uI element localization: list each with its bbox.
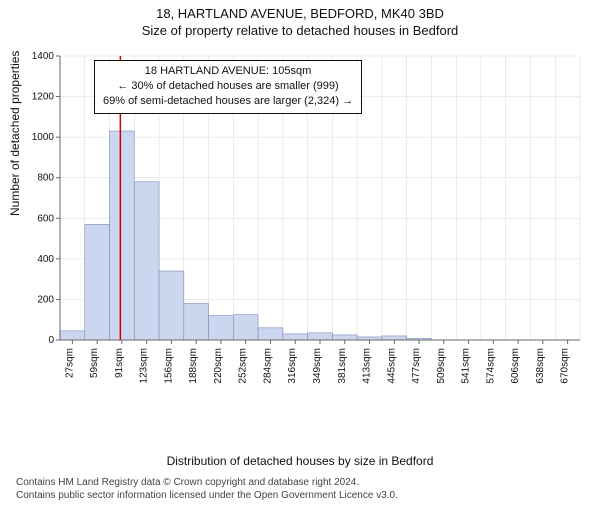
svg-text:349sqm: 349sqm bbox=[312, 348, 323, 384]
svg-text:1000: 1000 bbox=[32, 132, 55, 143]
info-line-3: 69% of semi-detached houses are larger (… bbox=[103, 94, 353, 109]
footer-attribution: Contains HM Land Registry data © Crown c… bbox=[16, 476, 584, 502]
histogram-bar bbox=[308, 333, 333, 340]
svg-text:381sqm: 381sqm bbox=[337, 348, 348, 384]
histogram-bar bbox=[258, 328, 283, 340]
x-axis-label: Distribution of detached houses by size … bbox=[0, 454, 600, 468]
histogram-bar bbox=[85, 224, 110, 340]
svg-text:1200: 1200 bbox=[32, 92, 55, 103]
svg-text:670sqm: 670sqm bbox=[560, 348, 571, 384]
svg-text:91sqm: 91sqm bbox=[114, 348, 125, 378]
svg-text:316sqm: 316sqm bbox=[287, 348, 298, 384]
svg-text:477sqm: 477sqm bbox=[411, 348, 422, 384]
svg-text:27sqm: 27sqm bbox=[64, 348, 75, 378]
svg-text:123sqm: 123sqm bbox=[139, 348, 150, 384]
histogram-bar bbox=[382, 336, 407, 340]
footer-line-2: Contains public sector information licen… bbox=[16, 489, 584, 502]
svg-text:509sqm: 509sqm bbox=[436, 348, 447, 384]
histogram-bar bbox=[283, 334, 308, 340]
svg-text:413sqm: 413sqm bbox=[362, 348, 373, 384]
svg-text:800: 800 bbox=[37, 173, 54, 184]
svg-text:445sqm: 445sqm bbox=[386, 348, 397, 384]
histogram-bar bbox=[110, 131, 135, 340]
svg-text:220sqm: 220sqm bbox=[213, 348, 224, 384]
chart-title: 18, HARTLAND AVENUE, BEDFORD, MK40 3BD bbox=[0, 6, 600, 21]
svg-text:0: 0 bbox=[48, 335, 54, 346]
info-box: 18 HARTLAND AVENUE: 105sqm ← 30% of deta… bbox=[94, 60, 362, 114]
histogram-bar bbox=[332, 335, 357, 340]
chart-subtitle: Size of property relative to detached ho… bbox=[0, 23, 600, 38]
histogram-bar bbox=[159, 271, 184, 340]
svg-text:252sqm: 252sqm bbox=[238, 348, 249, 384]
histogram-bar bbox=[60, 331, 85, 340]
svg-text:1400: 1400 bbox=[32, 51, 55, 62]
svg-text:574sqm: 574sqm bbox=[485, 348, 496, 384]
svg-text:59sqm: 59sqm bbox=[89, 348, 100, 378]
footer-line-1: Contains HM Land Registry data © Crown c… bbox=[16, 476, 584, 489]
svg-text:284sqm: 284sqm bbox=[262, 348, 273, 384]
svg-text:606sqm: 606sqm bbox=[510, 348, 521, 384]
info-line-2: ← 30% of detached houses are smaller (99… bbox=[103, 79, 353, 94]
svg-text:638sqm: 638sqm bbox=[535, 348, 546, 384]
info-line-1: 18 HARTLAND AVENUE: 105sqm bbox=[103, 64, 353, 79]
y-axis-label: Number of detached properties bbox=[8, 51, 22, 216]
svg-text:156sqm: 156sqm bbox=[163, 348, 174, 384]
histogram-bar bbox=[184, 303, 209, 340]
svg-text:541sqm: 541sqm bbox=[461, 348, 472, 384]
svg-text:188sqm: 188sqm bbox=[188, 348, 199, 384]
histogram-bar bbox=[209, 316, 234, 340]
svg-text:600: 600 bbox=[37, 213, 54, 224]
svg-text:400: 400 bbox=[37, 254, 54, 265]
svg-text:200: 200 bbox=[37, 294, 54, 305]
histogram-bar bbox=[134, 182, 159, 340]
histogram-bar bbox=[233, 315, 258, 340]
